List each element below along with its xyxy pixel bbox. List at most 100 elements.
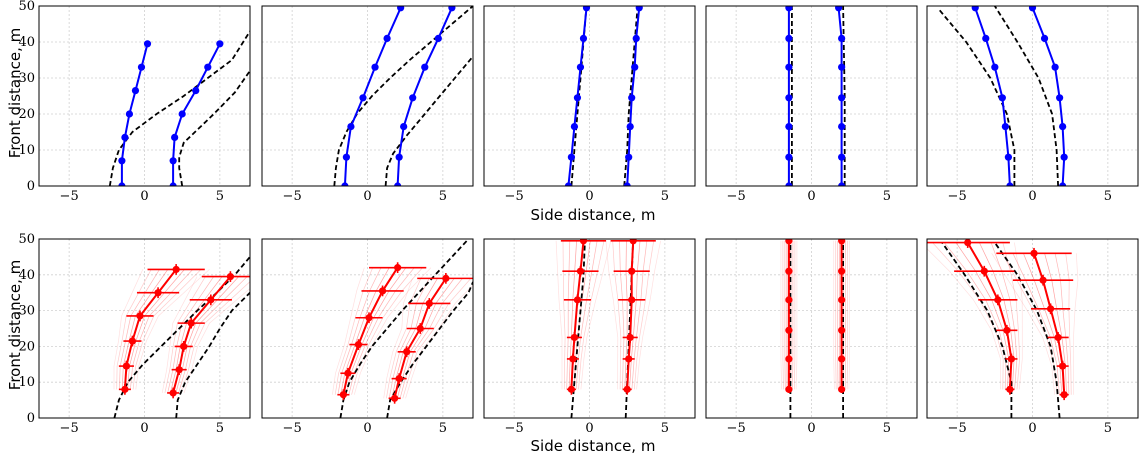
reference-line — [624, 239, 635, 418]
uncertainty-contour — [127, 269, 185, 390]
predicted-point — [628, 267, 636, 275]
uncertainty-contour — [793, 240, 796, 390]
uncertainty-contour — [580, 240, 612, 390]
y-axis-label-bottom: Front distance, m — [6, 260, 24, 390]
measured-point — [383, 34, 391, 43]
predicted-point — [785, 267, 793, 275]
predicted-point — [425, 299, 433, 308]
measured-point — [991, 63, 999, 71]
uncertainty-contour — [391, 278, 438, 399]
measured-point — [626, 123, 634, 131]
y-tick-label: 30 — [18, 304, 35, 319]
x-tick-label: 5 — [661, 189, 669, 204]
uncertainty-contour — [932, 242, 1004, 390]
y-tick-label: 30 — [18, 71, 35, 86]
predicted-point — [964, 239, 972, 247]
x-axis-label-top: Side distance, m — [531, 206, 656, 224]
measured-point — [579, 34, 588, 43]
measured-point — [982, 34, 990, 43]
uncertainty-contour — [833, 240, 835, 390]
predicted-point — [838, 239, 846, 245]
predicted-point — [567, 385, 576, 393]
measured-line — [343, 7, 402, 186]
uncertainty-contour — [846, 240, 848, 390]
reference-line — [938, 9, 1016, 186]
uncertainty-contour — [132, 269, 202, 390]
uncertainty-contour — [402, 278, 472, 399]
uncertainty-contour — [1002, 242, 1020, 390]
x-tick-label: 0 — [1028, 421, 1036, 436]
plot-area — [108, 30, 250, 186]
x-tick-label: 0 — [807, 189, 815, 204]
measured-point — [1059, 182, 1067, 186]
measured-point — [192, 87, 200, 95]
x-tick-label: 5 — [661, 421, 669, 436]
predicted-point — [1030, 249, 1038, 257]
uncertainty-contour — [332, 267, 365, 395]
predicted-point — [169, 389, 177, 397]
measured-point — [1051, 63, 1059, 71]
predicted-point — [980, 267, 988, 275]
uncertainty-contour — [399, 278, 463, 399]
measured-point — [371, 63, 379, 71]
measured-point — [118, 157, 126, 165]
predicted-point — [403, 348, 411, 356]
uncertainty-contour — [1044, 253, 1067, 395]
uncertainty-contour — [130, 269, 194, 390]
x-tick-label: −5 — [505, 189, 524, 204]
axes-frame — [38, 238, 251, 419]
y-tick-label: 40 — [18, 35, 35, 50]
measured-point — [785, 182, 793, 186]
x-tick-label: −5 — [60, 189, 79, 204]
y-tick-label: 0 — [27, 411, 35, 426]
predicted-point — [365, 314, 373, 322]
x-tick-label: 5 — [216, 421, 224, 436]
predicted-point — [1059, 362, 1067, 370]
uncertainty-contour — [113, 269, 144, 390]
predicted-point — [1039, 276, 1047, 284]
uncertainty-contour — [351, 267, 423, 395]
predicted-line — [626, 240, 635, 390]
uncertainty-contour — [1054, 253, 1070, 395]
uncertainty-contour — [944, 242, 1007, 390]
y-tick-label: 0 — [27, 179, 35, 194]
measured-point — [838, 123, 846, 131]
uncertainty-contour — [178, 276, 248, 393]
uncertainty-contour — [955, 242, 1010, 390]
y-tick-label: 20 — [18, 107, 35, 122]
x-tick-label: −5 — [948, 189, 967, 204]
uncertainty-contour — [1001, 253, 1058, 395]
x-tick-label: 5 — [1104, 189, 1112, 204]
predicted-point — [154, 289, 162, 297]
uncertainty-contour — [164, 276, 206, 393]
measured-point — [570, 123, 579, 131]
predicted-point — [785, 355, 793, 363]
predicted-point — [172, 265, 180, 274]
measured-point — [341, 182, 349, 186]
uncertainty-contour — [566, 240, 571, 390]
measured-point — [785, 153, 793, 161]
measured-point — [216, 40, 224, 48]
x-tick-label: 5 — [439, 189, 447, 204]
measured-point — [838, 94, 846, 102]
uncertainty-contour — [167, 276, 214, 393]
measured-point — [631, 63, 639, 71]
uncertainty-contour — [619, 240, 625, 390]
measured-point — [434, 34, 442, 43]
uncertainty-contour — [180, 281, 250, 394]
panel-top-2: −5 0 5 — [261, 5, 474, 204]
plot-area — [113, 256, 250, 418]
predicted-point — [207, 296, 215, 304]
x-tick-label: 0 — [363, 189, 371, 204]
predicted-point — [785, 296, 793, 304]
measured-point — [1040, 34, 1049, 43]
predicted-point — [1054, 333, 1062, 342]
predicted-point — [570, 333, 579, 342]
x-tick-label: 5 — [216, 189, 224, 204]
predicted-point — [838, 296, 846, 304]
predicted-point — [187, 319, 195, 327]
uncertainty-contour — [927, 248, 1001, 390]
x-tick-label: 0 — [585, 189, 593, 204]
uncertainty-contour — [353, 267, 432, 395]
measured-point — [409, 94, 417, 102]
